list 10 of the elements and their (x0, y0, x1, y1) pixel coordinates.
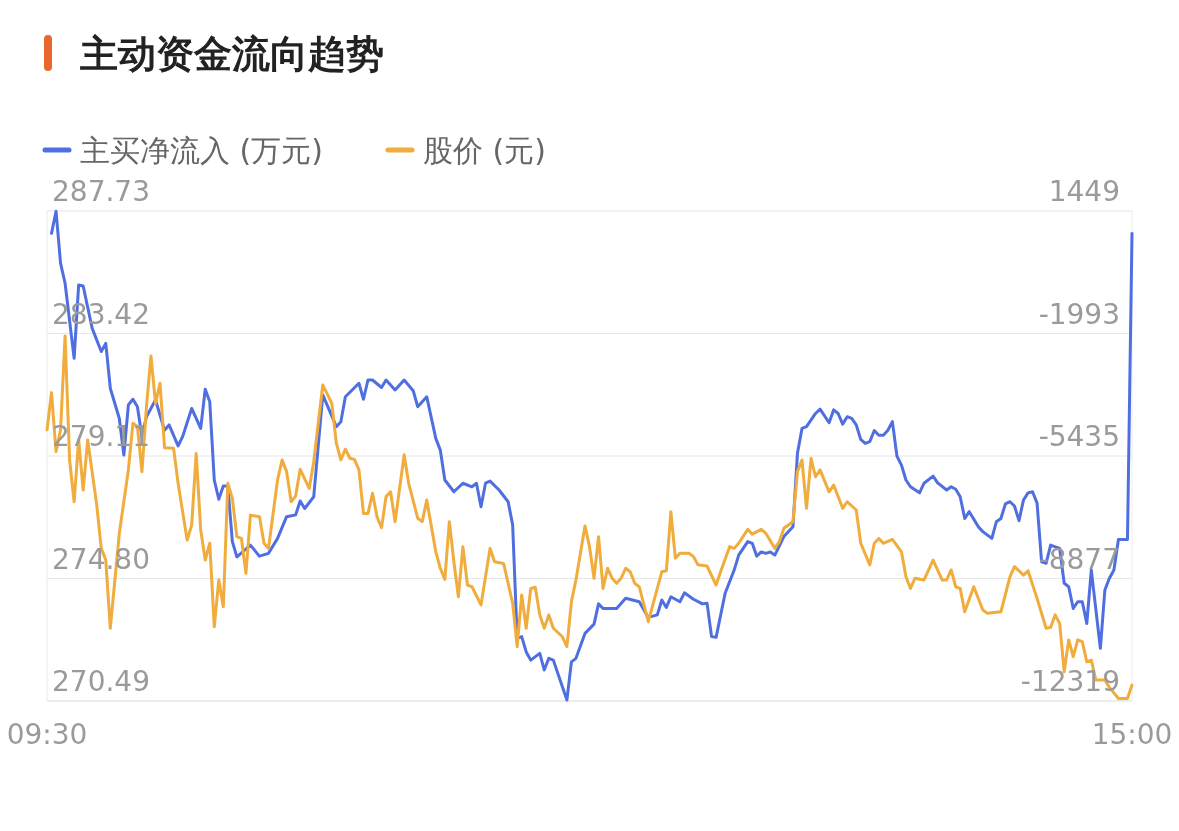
y-tick-label: 270.49 (52, 665, 150, 698)
x-tick-label: 09:30 (6, 718, 88, 751)
legend-label: 主买净流入 (万元) (80, 133, 323, 168)
y2-tick-label: -1993 (1038, 297, 1120, 331)
y2-tick-label: 1449 (1048, 175, 1120, 208)
legend-label: 股价 (元) (422, 133, 546, 168)
chart-title: 主动资金流向趋势 (80, 32, 384, 76)
y2-tick-label: -5435 (1038, 420, 1120, 453)
y-tick-label: 287.73 (52, 175, 150, 208)
x-tick-label: 15:00 (1091, 718, 1173, 751)
